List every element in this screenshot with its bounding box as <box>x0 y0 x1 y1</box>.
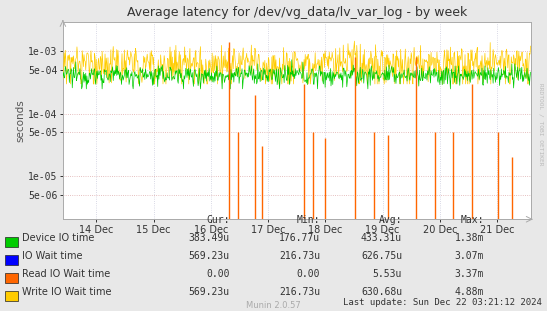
Text: Read IO Wait time: Read IO Wait time <box>22 269 110 279</box>
Title: Average latency for /dev/vg_data/lv_var_log - by week: Average latency for /dev/vg_data/lv_var_… <box>126 6 467 19</box>
Text: RRDTOOL / TOBI OETIKER: RRDTOOL / TOBI OETIKER <box>538 83 543 166</box>
Text: 4.88m: 4.88m <box>455 287 484 297</box>
Text: 3.07m: 3.07m <box>455 251 484 261</box>
Text: Munin 2.0.57: Munin 2.0.57 <box>246 301 301 310</box>
Text: Min:: Min: <box>296 216 320 225</box>
Text: 433.31u: 433.31u <box>361 233 402 243</box>
Text: 626.75u: 626.75u <box>361 251 402 261</box>
Text: 216.73u: 216.73u <box>279 287 320 297</box>
Text: 0.00: 0.00 <box>296 269 320 279</box>
Text: 630.68u: 630.68u <box>361 287 402 297</box>
Text: 3.37m: 3.37m <box>455 269 484 279</box>
Y-axis label: seconds: seconds <box>15 99 25 142</box>
Text: 569.23u: 569.23u <box>189 287 230 297</box>
Text: Avg:: Avg: <box>379 216 402 225</box>
Text: Device IO time: Device IO time <box>22 233 94 243</box>
Text: Last update: Sun Dec 22 03:21:12 2024: Last update: Sun Dec 22 03:21:12 2024 <box>342 298 542 307</box>
Text: 569.23u: 569.23u <box>189 251 230 261</box>
Text: Write IO Wait time: Write IO Wait time <box>22 287 112 297</box>
Text: Cur:: Cur: <box>206 216 230 225</box>
Text: 176.77u: 176.77u <box>279 233 320 243</box>
Text: 1.38m: 1.38m <box>455 233 484 243</box>
Text: 216.73u: 216.73u <box>279 251 320 261</box>
Text: 383.49u: 383.49u <box>189 233 230 243</box>
Text: 0.00: 0.00 <box>206 269 230 279</box>
Text: IO Wait time: IO Wait time <box>22 251 83 261</box>
Text: Max:: Max: <box>461 216 484 225</box>
Text: 5.53u: 5.53u <box>373 269 402 279</box>
